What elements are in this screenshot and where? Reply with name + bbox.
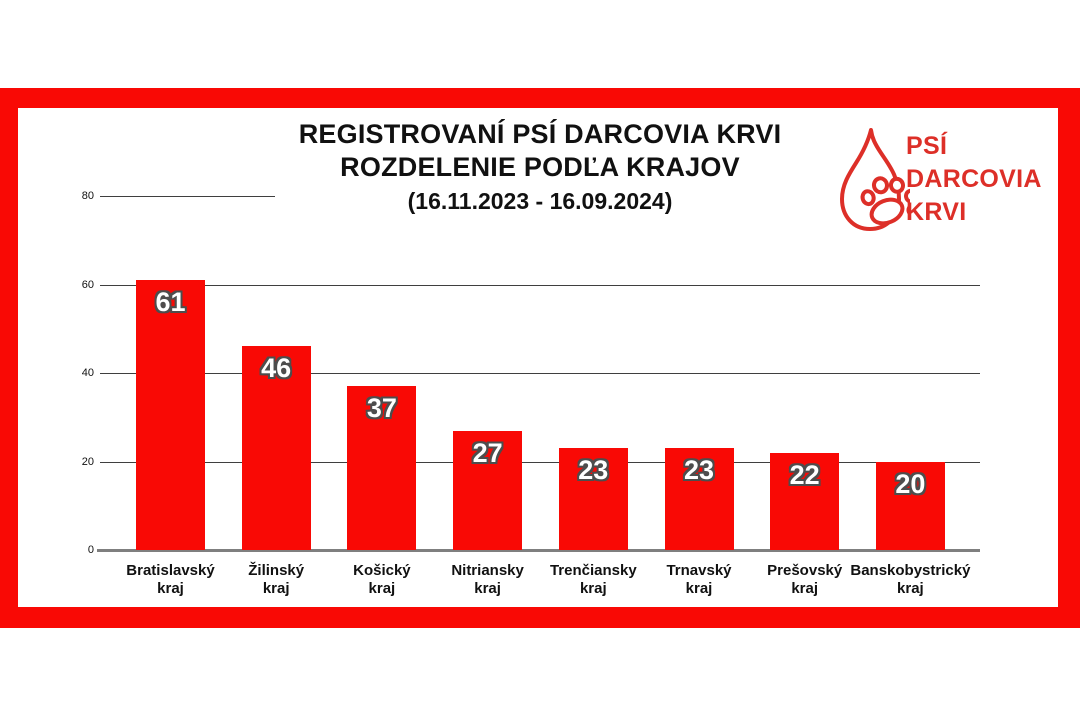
- x-axis-label: Prešovský kraj: [740, 562, 870, 598]
- bar-trenčiansky: [558, 448, 628, 550]
- bar-žilinský: [241, 346, 311, 550]
- x-axis-label: Žilinský kraj: [211, 562, 341, 598]
- paw-print-icon: [860, 176, 910, 226]
- logo-word-psi: PSÍ: [906, 132, 948, 160]
- logo-word-krvi: KRVI: [906, 198, 967, 226]
- psi-darcovia-krvi-logo: PSÍ DARCOVIA KRVI: [838, 126, 1068, 236]
- x-axis-label: Košický kraj: [317, 562, 447, 598]
- x-axis-label-line1: Žilinský: [248, 562, 305, 579]
- y-axis-tick-label: 60: [81, 278, 94, 291]
- y-axis-tick-label: 20: [81, 455, 94, 468]
- bar-bratislavský: [136, 280, 205, 550]
- bar-value-label: 61: [155, 287, 186, 318]
- bar-nitriansky: [453, 430, 523, 550]
- x-axis-label: Banskobystrický kraj: [845, 562, 975, 598]
- bar-value-label: 20: [895, 468, 926, 499]
- x-axis-label-line1: Bratislavský: [126, 562, 215, 579]
- bar-košický: [347, 386, 417, 550]
- bar-trnavský: [664, 448, 734, 550]
- x-axis-label-line1: Trnavský: [666, 562, 732, 579]
- x-axis-label-line2: kraj: [579, 580, 607, 597]
- bar-value-label: 37: [366, 393, 397, 424]
- bar-value-label: 23: [578, 455, 609, 486]
- x-axis-label-line1: Trenčiansky: [549, 562, 637, 579]
- logo-word-darcovia: DARCOVIA: [906, 165, 1042, 193]
- gridline-80: [100, 196, 275, 197]
- x-axis-label-line1: Nitriansky: [451, 562, 524, 579]
- y-axis-tick-label: 0: [87, 544, 94, 556]
- blood-drop-icon: [840, 128, 910, 231]
- bar-value-label: 22: [789, 459, 820, 490]
- y-axis-tick-label: 40: [81, 367, 94, 379]
- x-axis-label-line2: kraj: [685, 580, 713, 597]
- x-axis-label-line2: kraj: [897, 580, 924, 597]
- bar-prešovský: [770, 452, 840, 550]
- logo-wordmark: PSÍ DARCOVIA KRVI: [906, 130, 1042, 229]
- gridline-40: [100, 373, 980, 374]
- bar-value-label: 23: [683, 455, 715, 486]
- x-axis-label-line2: kraj: [368, 580, 396, 597]
- gridline-60: [100, 284, 980, 286]
- chart-date-range: (16.11.2023 - 16.09.2024): [407, 188, 673, 214]
- x-axis-label-line1: Banskobystrický: [850, 562, 971, 579]
- y-axis-tick-label: 80: [81, 190, 94, 202]
- x-axis-label-line2: kraj: [791, 580, 819, 597]
- x-axis-label-line1: Prešovský: [767, 562, 843, 579]
- x-axis-label-line2: kraj: [262, 580, 290, 597]
- x-axis-label-line2: kraj: [474, 580, 501, 597]
- chart-title-line1: REGISTROVANÍ PSÍ DARCOVIA KRVI: [298, 119, 782, 149]
- bar-banskobystrický: [875, 461, 945, 550]
- bar-value-label: 46: [261, 353, 292, 384]
- x-axis-label-line2: kraj: [157, 580, 184, 597]
- x-axis-label-line1: Košický: [353, 562, 411, 579]
- x-axis-label: Trenčiansky kraj: [528, 562, 658, 598]
- x-axis-label: Nitriansky kraj: [423, 562, 553, 598]
- gridline-20: [100, 461, 980, 463]
- chart-title-block: REGISTROVANÍ PSÍ DARCOVIA KRVI ROZDELENI…: [140, 118, 940, 215]
- bar-value-label: 27: [472, 437, 503, 468]
- x-axis-label: Trnavský kraj: [634, 562, 764, 598]
- x-axis-label: Bratislavský kraj: [106, 562, 236, 598]
- x-axis-baseline: [97, 549, 980, 552]
- chart-title-line2: ROZDELENIE PODĽA KRAJOV: [340, 152, 740, 182]
